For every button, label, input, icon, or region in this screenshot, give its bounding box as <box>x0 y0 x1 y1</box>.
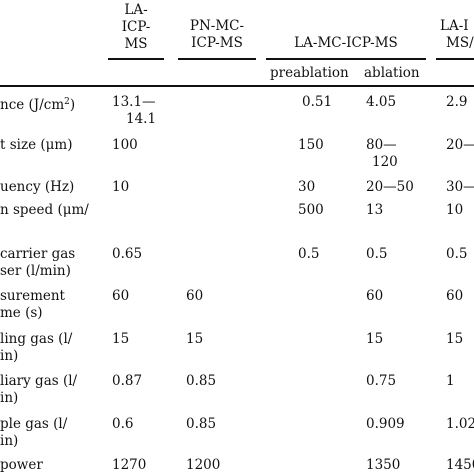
header-preablation: preablation <box>270 65 349 81</box>
cell-ablation: 1350 <box>366 457 401 473</box>
row-label: liary gas (l/ <box>0 373 78 389</box>
cell-la-icp-ms: 1270 <box>112 457 147 473</box>
cell-la-icp-ms: 13.1— <box>112 94 156 110</box>
cell-col4: 10 <box>446 202 464 218</box>
cell-la-icp-ms: 0.65 <box>112 246 143 262</box>
row-label: ple gas (l/ <box>0 416 68 432</box>
header-la-icp-ms-line3: MS <box>124 36 148 52</box>
rule-col4 <box>436 58 474 60</box>
cell-la-icp-ms: 100 <box>112 137 138 153</box>
cell-preablation: 500 <box>298 202 324 218</box>
cell-la-icp-ms: 60 <box>112 288 130 304</box>
rule-col3 <box>266 58 426 60</box>
header-la-icp-ms-line2: ICP- <box>121 19 151 35</box>
row-label: power <box>0 457 43 473</box>
row-label: surement <box>0 288 65 304</box>
header-pn-mc-icp-ms-line1: PN-MC- <box>189 18 245 34</box>
rule-col1 <box>108 58 164 60</box>
row-label: ling gas (l/ <box>0 331 73 347</box>
cell-col4: 1.02 <box>446 416 474 432</box>
cell-ablation: 20—50 <box>366 179 414 195</box>
cell-ablation: 120 <box>372 154 398 170</box>
cell-ablation: 15 <box>366 331 384 347</box>
cell-pn-mc-icp-ms: 15 <box>186 331 204 347</box>
cell-la-icp-ms: 10 <box>112 179 130 195</box>
rule-header-bottom <box>0 85 474 87</box>
cell-col4: 20— <box>446 137 474 153</box>
row-label: me (s) <box>0 305 43 321</box>
cell-col4: 1 <box>446 373 455 389</box>
cell-pn-mc-icp-ms: 60 <box>186 288 204 304</box>
row-label: uency (Hz) <box>0 179 75 195</box>
row-label: in) <box>0 348 19 364</box>
cell-pn-mc-icp-ms: 0.85 <box>186 373 217 389</box>
row-label: carrier gas <box>0 246 76 262</box>
cell-ablation: 60 <box>366 288 384 304</box>
row-label: n speed (μm/ <box>0 202 89 218</box>
cell-la-icp-ms: 0.6 <box>112 416 134 432</box>
cell-col4: 60 <box>446 288 464 304</box>
cell-pn-mc-icp-ms: 1200 <box>186 457 221 473</box>
row-label: t size (μm) <box>0 137 73 153</box>
row-label: nce (J/cm2) <box>0 97 76 113</box>
header-pn-mc-icp-ms-line2: ICP-MS <box>191 35 243 51</box>
row-label: in) <box>0 390 19 406</box>
header-ablation: ablation <box>364 65 420 81</box>
cell-col4: 2.9 <box>446 94 468 110</box>
cell-preablation: 150 <box>298 137 324 153</box>
cell-col4: 1450 <box>446 457 474 473</box>
header-col4-line1: LA-I <box>440 18 469 34</box>
cell-ablation: 13 <box>366 202 384 218</box>
cell-la-icp-ms: 14.1 <box>126 111 157 127</box>
row-label: ser (l/min) <box>0 263 71 279</box>
row-label: in) <box>0 433 19 449</box>
cell-ablation: 0.5 <box>366 246 388 262</box>
cell-preablation: 0.5 <box>298 246 320 262</box>
rule-col2 <box>178 58 256 60</box>
cell-ablation: 0.909 <box>366 416 405 432</box>
cell-ablation: 4.05 <box>366 94 397 110</box>
cell-la-icp-ms: 0.87 <box>112 373 143 389</box>
cell-ablation: 0.75 <box>366 373 397 389</box>
cell-ablation: 80— <box>366 137 397 153</box>
header-la-mc-icp-ms: LA-MC-ICP-MS <box>294 35 398 51</box>
cell-preablation: 30 <box>298 179 316 195</box>
header-la-icp-ms-line1: LA- <box>124 2 148 18</box>
cell-preablation: 0.51 <box>302 94 333 110</box>
header-col4-line2: MS/ <box>446 35 474 51</box>
cell-pn-mc-icp-ms: 0.85 <box>186 416 217 432</box>
cell-la-icp-ms: 15 <box>112 331 130 347</box>
cell-col4: 15 <box>446 331 464 347</box>
cell-col4: 0.5 <box>446 246 468 262</box>
cell-col4: 30— <box>446 179 474 195</box>
